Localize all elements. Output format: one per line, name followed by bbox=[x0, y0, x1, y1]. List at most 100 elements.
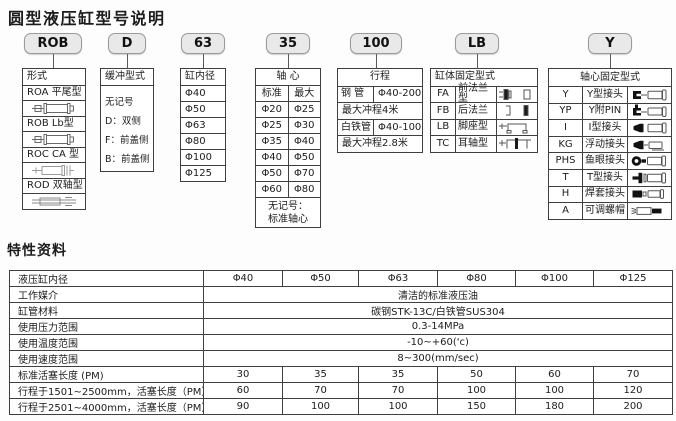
spec-label: 液压缸内径 bbox=[9, 270, 204, 287]
cylinder-ca-icon bbox=[23, 162, 85, 178]
model-chip-form: ROB bbox=[24, 33, 82, 54]
trunnion-icon bbox=[496, 136, 537, 152]
spec-value: 180 bbox=[515, 398, 594, 415]
spec-value: Φ40 bbox=[203, 270, 283, 287]
page-title: 圆型液压缸型号说明 bbox=[8, 9, 166, 28]
spec-value: 120 bbox=[593, 382, 673, 399]
spec-value: 70 bbox=[358, 382, 438, 399]
stroke-table: 行程 钢 管 Φ40-200 最大冲程4米 白铁管 Φ40-100 最大冲程2.8米 bbox=[337, 68, 423, 153]
spec-table: 液压缸内径 Φ40 Φ50 Φ63 Φ80 Φ100 Φ125 工作媒介 清洁的… bbox=[9, 270, 673, 415]
buffer-type-table: 缓冲型式 无记号 D：双侧 F：前盖侧 B：前盖侧 bbox=[100, 68, 154, 172]
stroke-note: 最大冲程2.8米 bbox=[338, 135, 422, 152]
mount-code: FA bbox=[437, 88, 449, 100]
foot-mount-icon bbox=[496, 119, 537, 135]
spec-row-pressure: 使用压力范围 0.3-14MPa bbox=[9, 318, 673, 335]
rod-end-table: 轴心固定型式 Y Y型接头 YP Y附PIN I I型接头 KG 浮动接头 PHS 鱼眼接… bbox=[548, 68, 672, 220]
mount-label: 耳轴型 bbox=[455, 136, 496, 152]
rod-end-code: KG bbox=[558, 138, 573, 150]
axis-max: Φ40 bbox=[287, 134, 321, 149]
form-row-label: ROC CA 型 bbox=[23, 146, 85, 163]
bore-value: Φ80 bbox=[181, 133, 225, 149]
axis-max: Φ80 bbox=[287, 182, 321, 197]
mount-code: LB bbox=[436, 121, 450, 133]
model-chip-bore: 63 bbox=[181, 33, 225, 54]
spec-row-speed: 使用速度范围 8~300(mm/sec) bbox=[9, 350, 673, 367]
axis-max: Φ50 bbox=[287, 150, 321, 165]
spec-value: 100 bbox=[437, 382, 516, 399]
axis-footnote-line: 标准轴心 bbox=[268, 213, 308, 225]
spec-value: 100 bbox=[282, 398, 359, 415]
axis-standard: Φ50 bbox=[261, 167, 283, 179]
spec-value: 70 bbox=[282, 382, 359, 399]
section-title-specs: 特性资料 bbox=[7, 243, 67, 259]
connector-line bbox=[127, 54, 128, 68]
spec-value: 30 bbox=[203, 366, 283, 383]
spec-label: 使用速度范围 bbox=[9, 350, 204, 367]
bore-table: 缸内径 Φ40 Φ50 Φ63 Φ80 Φ100 Φ125 bbox=[180, 68, 226, 182]
buffer-option: D：双侧 bbox=[105, 116, 141, 127]
bore-value: Φ100 bbox=[181, 149, 225, 165]
cylinder-lb-icon bbox=[23, 131, 85, 147]
axis-table-header: 轴 心 bbox=[276, 71, 300, 82]
rod-end-label: I型接头 bbox=[582, 120, 627, 136]
rod-end-code: T bbox=[562, 171, 569, 183]
fisheye-joint-icon bbox=[627, 153, 671, 169]
rear-flange-icon bbox=[496, 103, 537, 119]
stroke-material: 白铁管 bbox=[341, 121, 371, 133]
spec-label: 缸管材料 bbox=[9, 302, 204, 319]
buffer-option: 无记号 bbox=[105, 97, 134, 108]
body-mount-header: 缸体固定型式 bbox=[435, 71, 495, 83]
rod-end-label: 可调螺帽 bbox=[582, 203, 627, 219]
spec-row-medium: 工作媒介 清洁的标准液压油 bbox=[9, 286, 673, 303]
axis-standard: Φ60 bbox=[261, 183, 283, 195]
connector-line bbox=[53, 54, 54, 68]
model-chip-buffer: D bbox=[108, 33, 146, 54]
bore-value: Φ63 bbox=[181, 117, 225, 133]
rod-end-header: 轴心固定型式 bbox=[580, 71, 640, 83]
form-table-header: 形式 bbox=[27, 70, 47, 82]
axis-standard: Φ40 bbox=[261, 151, 283, 163]
spec-row-piston-standard: 标准活塞长度 (PM) 30 35 35 50 60 70 bbox=[9, 366, 673, 383]
rod-end-label: T型接头 bbox=[582, 169, 627, 186]
spec-value: Φ50 bbox=[282, 270, 359, 287]
rod-end-code: A bbox=[562, 204, 569, 216]
axis-max: Φ70 bbox=[287, 166, 321, 181]
spec-span-value: 0.3-14MPa bbox=[203, 318, 673, 335]
rod-end-code: Y bbox=[562, 88, 569, 100]
spec-value: 150 bbox=[437, 398, 516, 415]
y-clevis-pin-icon bbox=[627, 103, 671, 120]
spec-value: Φ100 bbox=[515, 270, 594, 287]
spec-value: 60 bbox=[203, 382, 283, 399]
axis-max: Φ30 bbox=[287, 118, 321, 133]
rod-end-label: Y型接头 bbox=[582, 87, 627, 103]
rod-end-label: 鱼眼接头 bbox=[582, 153, 627, 169]
bore-value: Φ50 bbox=[181, 101, 225, 117]
i-joint-icon bbox=[627, 120, 671, 136]
buffer-option: F：前盖侧 bbox=[105, 135, 149, 146]
connector-line bbox=[376, 54, 377, 68]
spec-row-temperature: 使用温度范围 -10~+60('c) bbox=[9, 334, 673, 351]
axis-standard: Φ35 bbox=[261, 135, 283, 147]
adjustable-nut-icon bbox=[627, 203, 671, 219]
axis-subheader: 最大 bbox=[287, 86, 321, 101]
stroke-material: 钢 管 bbox=[341, 88, 365, 100]
model-chip-rodend: Y bbox=[588, 33, 632, 54]
rod-end-label: Y附PIN bbox=[582, 103, 627, 120]
model-chip-mount: LB bbox=[455, 33, 499, 54]
spec-label: 使用温度范围 bbox=[9, 334, 204, 351]
form-row-label: ROA 平尾型 bbox=[23, 84, 85, 101]
connector-line bbox=[477, 54, 478, 68]
rod-end-code: I bbox=[564, 121, 567, 133]
t-joint-icon bbox=[627, 169, 671, 186]
spec-value: 90 bbox=[203, 398, 283, 415]
axis-footnote: 无记号： 标准轴心 bbox=[256, 197, 320, 227]
spec-label: 行程于1501~2500mm，活塞长度（PM） bbox=[9, 382, 204, 399]
bore-value: Φ125 bbox=[181, 165, 225, 181]
cylinder-double-rod-icon bbox=[23, 193, 85, 209]
axis-standard: Φ20 bbox=[261, 103, 283, 115]
mount-label: 后法兰 bbox=[455, 103, 496, 119]
front-flange-icon bbox=[496, 86, 537, 102]
spec-label: 标准活塞长度 (PM) bbox=[9, 366, 204, 383]
model-chip-stroke: 100 bbox=[350, 33, 402, 54]
